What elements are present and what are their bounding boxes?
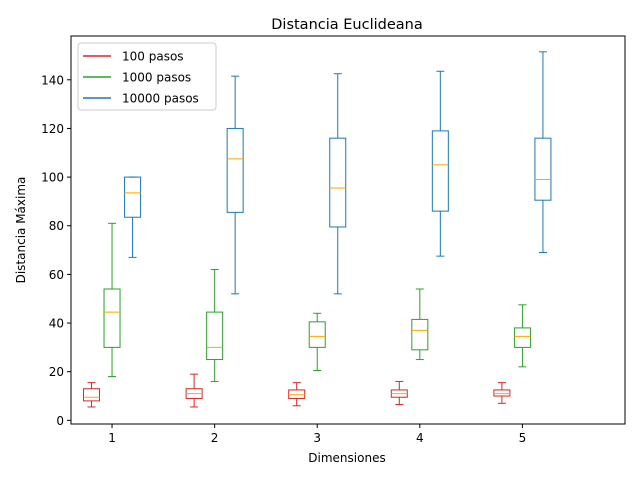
x-tick-label: 5: [519, 431, 527, 445]
y-tick-label: 140: [41, 73, 64, 87]
y-tick-label: 20: [49, 365, 64, 379]
box-1000-pasos: [308, 321, 326, 348]
legend-label: 1000 pasos: [122, 71, 191, 85]
box-10000-pasos: [226, 127, 244, 213]
y-tick-label: 120: [41, 122, 64, 136]
legend: 100 pasos 1000 pasos 10000 pasos: [77, 42, 217, 111]
legend-label: 100 pasos: [122, 50, 184, 64]
box-1000-pasos: [411, 318, 429, 351]
legend-label: 10000 pasos: [122, 92, 199, 106]
x-tick-label: 4: [416, 431, 424, 445]
box-10000-pasos: [329, 137, 347, 228]
chart-title: Distancia Euclideana: [271, 17, 422, 33]
box-1000-pasos: [103, 288, 121, 348]
y-axis-label: Distancia Máxima: [14, 177, 28, 284]
plot-area: [83, 51, 552, 408]
box-100-pasos: [288, 389, 306, 399]
y-tick-label: 0: [56, 414, 64, 428]
box-1000-pasos: [513, 327, 531, 348]
legend-frame: [77, 42, 217, 111]
box-100-pasos: [493, 389, 511, 397]
x-tick-label: 3: [313, 431, 321, 445]
box-10000-pasos: [431, 130, 449, 212]
axes-frame: [70, 35, 626, 425]
box-100-pasos: [83, 388, 101, 402]
x-tick-label: 1: [108, 431, 116, 445]
y-tick-label: 60: [49, 268, 64, 282]
y-tick-label: 80: [49, 219, 64, 233]
y-tick-label: 100: [41, 171, 64, 185]
y-tick-label: 40: [49, 317, 64, 331]
x-tick-label: 2: [211, 431, 219, 445]
box-1000-pasos: [206, 311, 224, 361]
x-axis-label: Dimensiones: [308, 451, 385, 465]
box-10000-pasos: [534, 137, 552, 201]
box-10000-pasos: [124, 176, 142, 218]
